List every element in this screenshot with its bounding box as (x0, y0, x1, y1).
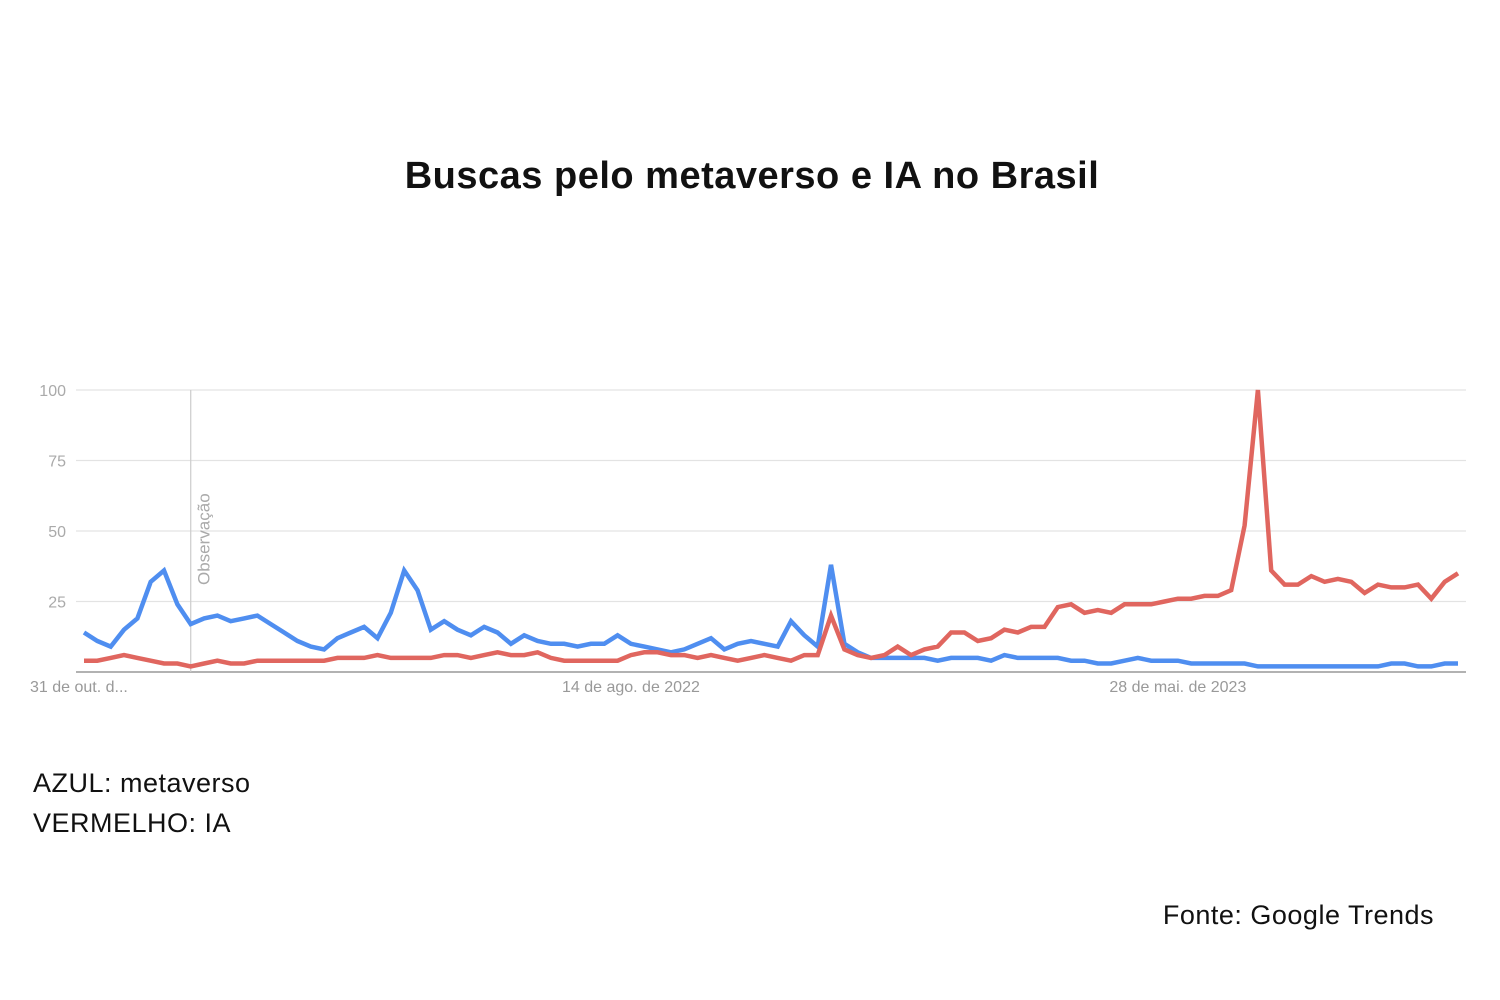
annotation-label: Observação (195, 493, 214, 585)
y-tick-label: 25 (48, 595, 66, 612)
source-note: Fonte: Google Trends (1162, 900, 1434, 930)
legend-metaverso: AZUL: metaverso (33, 768, 251, 798)
series-line-ia (84, 389, 1460, 669)
y-tick-label: 100 (39, 383, 66, 400)
x-tick-label: 31 de out. d... (30, 679, 128, 696)
y-tick-label: 50 (48, 524, 66, 541)
x-tick-label: 28 de mai. de 2023 (1109, 679, 1246, 696)
y-tick-label: 75 (48, 454, 66, 471)
series-line-metaverso (82, 564, 1458, 669)
x-tick-label: 14 de ago. de 2022 (562, 679, 700, 696)
chart-title: Buscas pelo metaverso e IA no Brasil (404, 155, 1100, 197)
legend-ia: VERMELHO: IA (33, 808, 232, 838)
